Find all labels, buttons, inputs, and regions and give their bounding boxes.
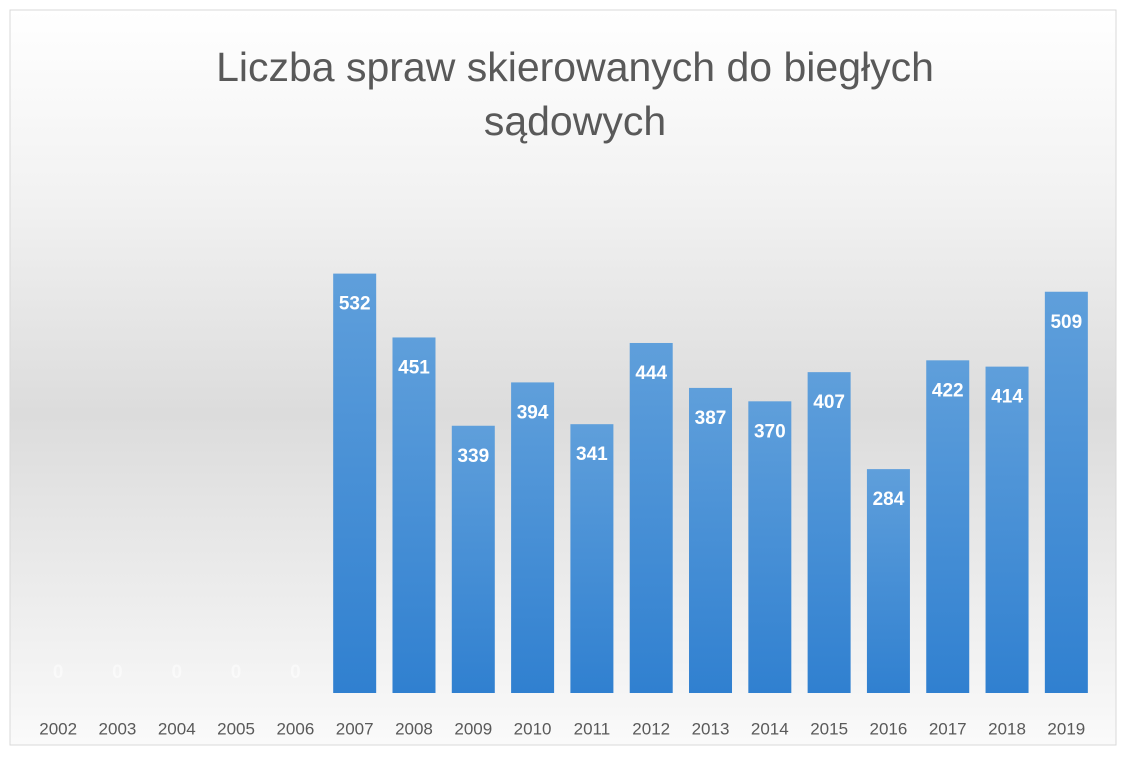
x-tick-label: 2002 [39,719,77,738]
x-tick-label: 2010 [514,719,552,738]
data-label: 341 [576,444,608,465]
data-label: 414 [991,387,1023,408]
x-tick-label: 2011 [574,719,611,738]
data-label: 0 [231,662,242,683]
x-tick-label: 2003 [99,719,137,738]
data-label: 284 [873,489,905,510]
bar [748,401,792,693]
bar [570,424,614,693]
x-tick-label: 2012 [632,719,670,738]
data-label: 451 [398,357,430,378]
x-tick-label: 2009 [454,719,492,738]
bar [807,372,851,693]
x-tick-label: 2016 [870,719,908,738]
data-label: 0 [112,662,123,683]
data-label: 0 [290,662,301,683]
data-label: 339 [457,446,489,467]
data-label: 0 [53,662,64,683]
x-tick-label: 2018 [988,719,1026,738]
x-tick-label: 2006 [276,719,314,738]
x-tick-label: 2019 [1047,719,1085,738]
x-tick-label: 2007 [336,719,374,738]
bar [866,469,910,693]
x-tick-label: 2015 [810,719,848,738]
x-tick-label: 2008 [395,719,433,738]
bar [689,387,733,693]
data-label: 370 [754,421,786,442]
x-tick-label: 2013 [692,719,730,738]
data-label: 394 [517,402,549,423]
x-tick-label: 2017 [929,719,967,738]
data-label: 444 [635,363,667,384]
bar [392,337,436,693]
data-label: 532 [339,294,371,315]
x-tick-label: 2004 [158,719,196,738]
x-tick-label: 2014 [751,719,789,738]
bar [451,425,495,693]
data-label: 509 [1050,312,1082,333]
bar [1044,291,1088,693]
bar [511,382,555,693]
data-label: 0 [171,662,182,683]
x-tick-label: 2005 [217,719,255,738]
data-label: 387 [695,408,727,429]
chart-title: Liczba spraw skierowanych do biegłych są… [216,44,934,144]
data-label: 407 [813,392,845,413]
bar [985,366,1029,693]
bar [629,342,673,693]
bar [926,360,970,693]
bar [333,273,377,693]
data-label: 422 [932,380,964,401]
